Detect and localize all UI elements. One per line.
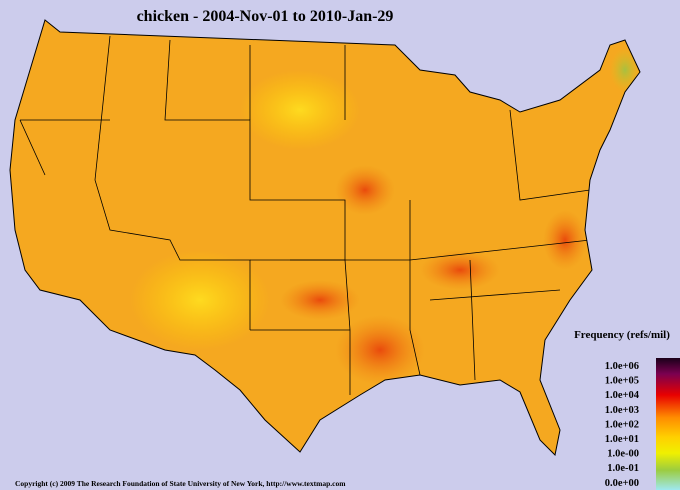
- legend-label: 1.0e-00: [607, 449, 639, 460]
- legend-label: 0.0e+00: [605, 478, 639, 489]
- legend-labels: 1.0e+06 1.0e+05 1.0e+04 1.0e+03 1.0e+02 1.0e+…: [605, 361, 640, 489]
- copyright: Copyright (c) 2009 The Research Foundati…: [15, 479, 346, 488]
- legend-label: 1.0e+04: [605, 390, 640, 401]
- legend-title: Frequency (refs/mil): [574, 329, 670, 341]
- legend-label: 1.0e+01: [605, 434, 639, 445]
- legend-label: 1.0e+06: [605, 361, 639, 372]
- map-title: chicken - 2004-Nov-01 to 2010-Jan-29: [137, 8, 394, 25]
- legend-label: 1.0e+05: [605, 376, 639, 387]
- legend-label: 1.0e+02: [605, 419, 639, 430]
- color-scale: [656, 358, 680, 490]
- legend-label: 1.0e-01: [607, 463, 639, 474]
- legend-label: 1.0e+03: [605, 405, 639, 416]
